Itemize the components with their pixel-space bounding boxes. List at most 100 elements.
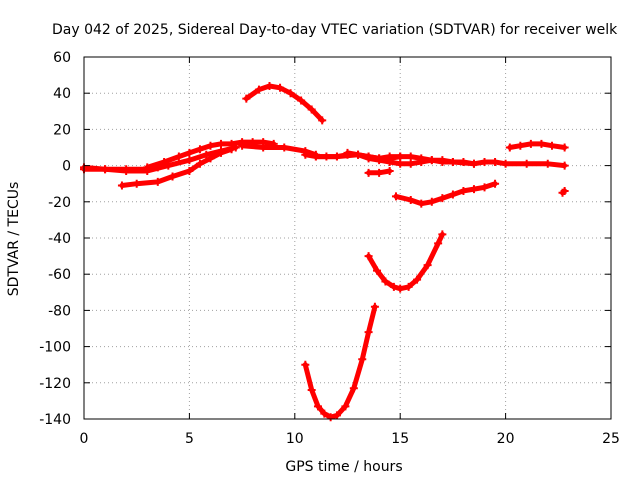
series-trace-13 <box>391 179 500 208</box>
series-trace-10 <box>343 148 569 170</box>
data-point <box>311 152 320 161</box>
series-trace-15 <box>558 186 569 197</box>
x-axis-label: GPS time / hours <box>285 459 402 475</box>
data-point <box>491 157 500 166</box>
series-trace <box>366 231 445 292</box>
data-point <box>354 150 363 159</box>
data-point <box>318 116 327 125</box>
series-trace-06 <box>242 81 327 125</box>
data-point <box>358 355 367 364</box>
grid <box>84 57 611 419</box>
data-point <box>385 167 394 176</box>
data-point <box>265 81 274 90</box>
data-point <box>117 181 126 190</box>
data-point <box>364 152 373 161</box>
x-tick-label: 0 <box>80 431 89 447</box>
series-trace-02 <box>80 143 240 176</box>
data-point <box>132 179 141 188</box>
data-point <box>373 266 382 275</box>
data-point <box>396 159 405 168</box>
data-point <box>202 150 211 159</box>
chart-title: Day 042 of 2025, Sidereal Day-to-day VTE… <box>52 22 618 38</box>
data-point <box>480 183 489 192</box>
y-tick-label: 60 <box>53 50 71 66</box>
y-tick-label: -20 <box>48 195 71 211</box>
data-point <box>438 194 447 203</box>
data-point <box>516 141 525 150</box>
data-point <box>526 139 535 148</box>
data-point <box>406 195 415 204</box>
data-point <box>307 105 316 114</box>
x-tick-label: 5 <box>185 431 194 447</box>
data-point <box>375 168 384 177</box>
data-point <box>254 85 263 94</box>
series-trace-12 <box>364 230 447 293</box>
data-point <box>332 411 341 420</box>
data-point <box>459 186 468 195</box>
series-trace-07 <box>301 302 379 422</box>
data-point <box>122 167 131 176</box>
data-point <box>417 154 426 163</box>
data-point <box>206 154 215 163</box>
data-point <box>174 152 183 161</box>
data-point <box>320 409 329 418</box>
data-point <box>522 159 531 168</box>
data-point <box>276 83 285 92</box>
data-point <box>101 165 110 174</box>
data-point <box>301 360 310 369</box>
data-point <box>185 167 194 176</box>
data-point <box>227 145 236 154</box>
data-point <box>206 141 215 150</box>
data-point <box>286 89 295 98</box>
series-trace-03 <box>143 138 278 172</box>
y-axis-label: SDTVAR / TECUs <box>6 182 22 297</box>
data-point <box>469 159 478 168</box>
data-point <box>217 148 226 157</box>
data-point <box>448 190 457 199</box>
data-point <box>396 284 405 293</box>
data-point <box>385 154 394 163</box>
data-point <box>427 156 436 165</box>
data-point <box>438 230 447 239</box>
data-point <box>341 402 350 411</box>
data-point <box>185 156 194 165</box>
data-point <box>326 413 335 422</box>
data-point <box>364 252 373 261</box>
data-point <box>560 143 569 152</box>
data-point <box>280 143 289 152</box>
x-tick-label: 10 <box>286 431 304 447</box>
data-point <box>427 197 436 206</box>
data-point <box>560 161 569 170</box>
data-point <box>459 157 468 166</box>
data-point <box>343 148 352 157</box>
y-tick-label: 0 <box>62 159 71 175</box>
data-point <box>349 384 358 393</box>
data-point <box>413 275 422 284</box>
data-point <box>153 177 162 186</box>
data-point <box>491 179 500 188</box>
data-point <box>168 172 177 181</box>
y-tick-label: -40 <box>48 231 71 247</box>
data-point <box>217 139 226 148</box>
y-tick-label: -80 <box>48 303 71 319</box>
data-point <box>505 143 514 152</box>
data-point <box>195 145 204 154</box>
data-point <box>160 157 169 166</box>
data-point <box>259 143 268 152</box>
data-point <box>547 141 556 150</box>
data-point <box>364 168 373 177</box>
data-point <box>375 154 384 163</box>
y-tick-label: 20 <box>53 122 71 138</box>
x-tick-label: 20 <box>497 431 515 447</box>
data-point <box>406 159 415 168</box>
data-point <box>469 185 478 194</box>
data-point <box>438 157 447 166</box>
data-point <box>543 159 552 168</box>
data-point <box>185 148 194 157</box>
series-trace-04 <box>117 145 236 190</box>
data-point <box>307 386 316 395</box>
data-point <box>242 94 251 103</box>
data-point <box>238 141 247 150</box>
y-tick-label: 40 <box>53 86 71 102</box>
